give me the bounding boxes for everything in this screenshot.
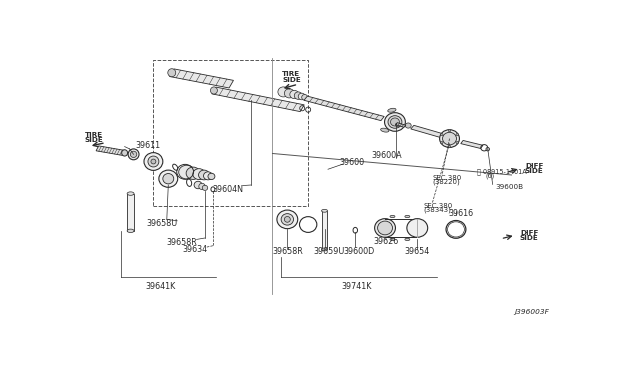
- Ellipse shape: [186, 167, 200, 179]
- Ellipse shape: [390, 215, 395, 218]
- Ellipse shape: [396, 123, 399, 126]
- Ellipse shape: [388, 108, 396, 112]
- Bar: [127, 193, 134, 231]
- Text: 39600: 39600: [339, 158, 364, 167]
- Text: SIDE: SIDE: [84, 137, 103, 143]
- Text: 39611: 39611: [136, 141, 161, 150]
- Ellipse shape: [193, 169, 205, 180]
- Polygon shape: [212, 87, 304, 112]
- Ellipse shape: [144, 153, 163, 170]
- Text: SIDE: SIDE: [520, 235, 539, 241]
- Ellipse shape: [381, 128, 389, 132]
- Text: 39658R: 39658R: [272, 247, 303, 256]
- Ellipse shape: [127, 229, 134, 232]
- Ellipse shape: [448, 129, 451, 132]
- Ellipse shape: [440, 130, 460, 147]
- Ellipse shape: [159, 170, 178, 187]
- Ellipse shape: [122, 150, 127, 156]
- Text: SIDE: SIDE: [525, 168, 543, 174]
- Ellipse shape: [128, 149, 139, 160]
- Text: DIFF: DIFF: [520, 230, 538, 236]
- Text: 39658R: 39658R: [166, 238, 197, 247]
- Polygon shape: [396, 123, 406, 127]
- Ellipse shape: [298, 93, 305, 100]
- Ellipse shape: [281, 214, 294, 225]
- Ellipse shape: [301, 94, 308, 100]
- Polygon shape: [304, 96, 384, 121]
- Text: 39654: 39654: [404, 247, 430, 256]
- Text: DIFF: DIFF: [525, 163, 543, 169]
- Text: TIRE: TIRE: [282, 71, 301, 77]
- Ellipse shape: [179, 165, 195, 179]
- Ellipse shape: [385, 113, 405, 131]
- Text: Ⓟ 08915-1401A: Ⓟ 08915-1401A: [477, 169, 527, 175]
- Ellipse shape: [211, 87, 218, 94]
- Text: 39604N: 39604N: [212, 185, 243, 194]
- Ellipse shape: [374, 219, 396, 237]
- Ellipse shape: [407, 219, 428, 237]
- Ellipse shape: [405, 215, 410, 218]
- Ellipse shape: [163, 173, 173, 184]
- Ellipse shape: [284, 217, 291, 222]
- Ellipse shape: [378, 221, 392, 235]
- Ellipse shape: [443, 132, 456, 145]
- Ellipse shape: [448, 145, 451, 148]
- Ellipse shape: [208, 173, 215, 180]
- Ellipse shape: [294, 92, 302, 99]
- Polygon shape: [96, 146, 125, 155]
- Ellipse shape: [321, 209, 328, 212]
- Ellipse shape: [168, 69, 176, 77]
- Text: 39659U: 39659U: [314, 247, 345, 256]
- Ellipse shape: [405, 123, 412, 128]
- Ellipse shape: [456, 141, 458, 144]
- Text: SIDE: SIDE: [282, 77, 301, 83]
- Ellipse shape: [390, 238, 395, 241]
- Text: 39600A: 39600A: [371, 151, 402, 160]
- Ellipse shape: [148, 156, 159, 167]
- Ellipse shape: [321, 248, 328, 251]
- Ellipse shape: [388, 116, 402, 128]
- Ellipse shape: [131, 151, 137, 157]
- Ellipse shape: [486, 147, 490, 151]
- Ellipse shape: [278, 87, 289, 97]
- Polygon shape: [411, 125, 444, 138]
- Text: SEC.380: SEC.380: [424, 203, 453, 209]
- Ellipse shape: [456, 134, 458, 136]
- Ellipse shape: [194, 181, 202, 189]
- Text: 39641K: 39641K: [145, 282, 175, 291]
- Ellipse shape: [290, 90, 299, 99]
- Polygon shape: [461, 141, 483, 148]
- Ellipse shape: [204, 172, 212, 180]
- Ellipse shape: [199, 183, 205, 190]
- Text: 39626: 39626: [374, 237, 399, 246]
- Ellipse shape: [277, 210, 298, 229]
- Ellipse shape: [127, 192, 134, 195]
- Ellipse shape: [202, 185, 208, 190]
- Ellipse shape: [440, 134, 443, 136]
- Text: (6): (6): [486, 173, 495, 179]
- Text: 39658U: 39658U: [146, 219, 177, 228]
- Text: J396003F: J396003F: [514, 309, 548, 315]
- Text: 39616: 39616: [449, 209, 474, 218]
- Polygon shape: [170, 69, 234, 88]
- Text: 39600D: 39600D: [344, 247, 375, 256]
- Text: (38343): (38343): [424, 206, 452, 212]
- Ellipse shape: [198, 170, 209, 180]
- Text: (38220): (38220): [432, 179, 460, 185]
- Ellipse shape: [405, 238, 410, 241]
- Ellipse shape: [440, 141, 443, 144]
- Text: 39600B: 39600B: [495, 184, 524, 190]
- Bar: [322, 211, 327, 250]
- Text: TIRE: TIRE: [85, 132, 103, 138]
- Ellipse shape: [284, 89, 294, 98]
- Ellipse shape: [390, 118, 399, 126]
- Text: 39634: 39634: [182, 245, 207, 254]
- Ellipse shape: [151, 159, 156, 164]
- Text: SEC.380: SEC.380: [432, 175, 461, 181]
- Text: 39741K: 39741K: [342, 282, 372, 291]
